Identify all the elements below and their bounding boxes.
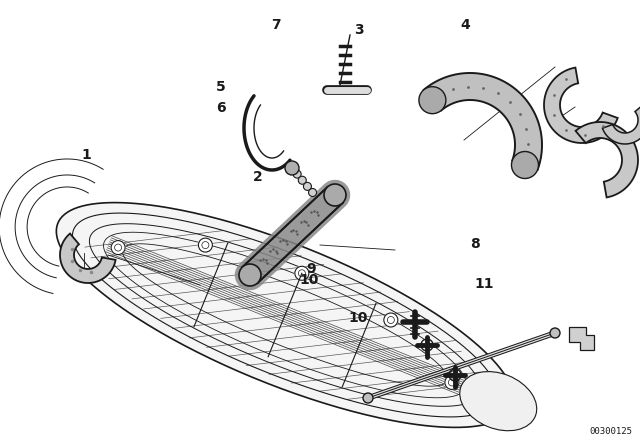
Circle shape	[511, 151, 538, 178]
Circle shape	[303, 182, 312, 190]
Polygon shape	[60, 233, 116, 283]
Circle shape	[384, 313, 398, 327]
Circle shape	[298, 176, 307, 184]
Circle shape	[285, 161, 299, 175]
Text: 5: 5	[216, 80, 226, 95]
Text: 1: 1	[82, 147, 92, 162]
Circle shape	[111, 241, 125, 254]
Text: 9: 9	[306, 262, 316, 276]
Circle shape	[198, 238, 212, 252]
Circle shape	[295, 266, 309, 280]
Circle shape	[550, 328, 560, 338]
Circle shape	[324, 184, 346, 206]
Circle shape	[445, 375, 459, 389]
Text: 10: 10	[300, 272, 319, 287]
Circle shape	[308, 189, 317, 197]
Circle shape	[288, 164, 296, 172]
Polygon shape	[424, 73, 542, 170]
Text: 4: 4	[461, 17, 470, 32]
Text: 3: 3	[354, 23, 364, 38]
Text: 6: 6	[216, 100, 226, 115]
Text: 2: 2	[253, 170, 262, 184]
Circle shape	[419, 86, 446, 114]
Polygon shape	[544, 68, 618, 143]
Ellipse shape	[460, 371, 537, 431]
Text: 11: 11	[475, 277, 494, 292]
Circle shape	[239, 264, 261, 286]
Circle shape	[293, 170, 301, 178]
Text: 7: 7	[271, 17, 280, 32]
Polygon shape	[569, 327, 594, 350]
Text: 00300125: 00300125	[589, 427, 632, 436]
Circle shape	[363, 393, 373, 403]
Polygon shape	[575, 122, 638, 198]
Polygon shape	[56, 202, 514, 427]
Polygon shape	[602, 104, 640, 144]
Text: 8: 8	[470, 237, 480, 251]
Text: 10: 10	[349, 311, 368, 325]
